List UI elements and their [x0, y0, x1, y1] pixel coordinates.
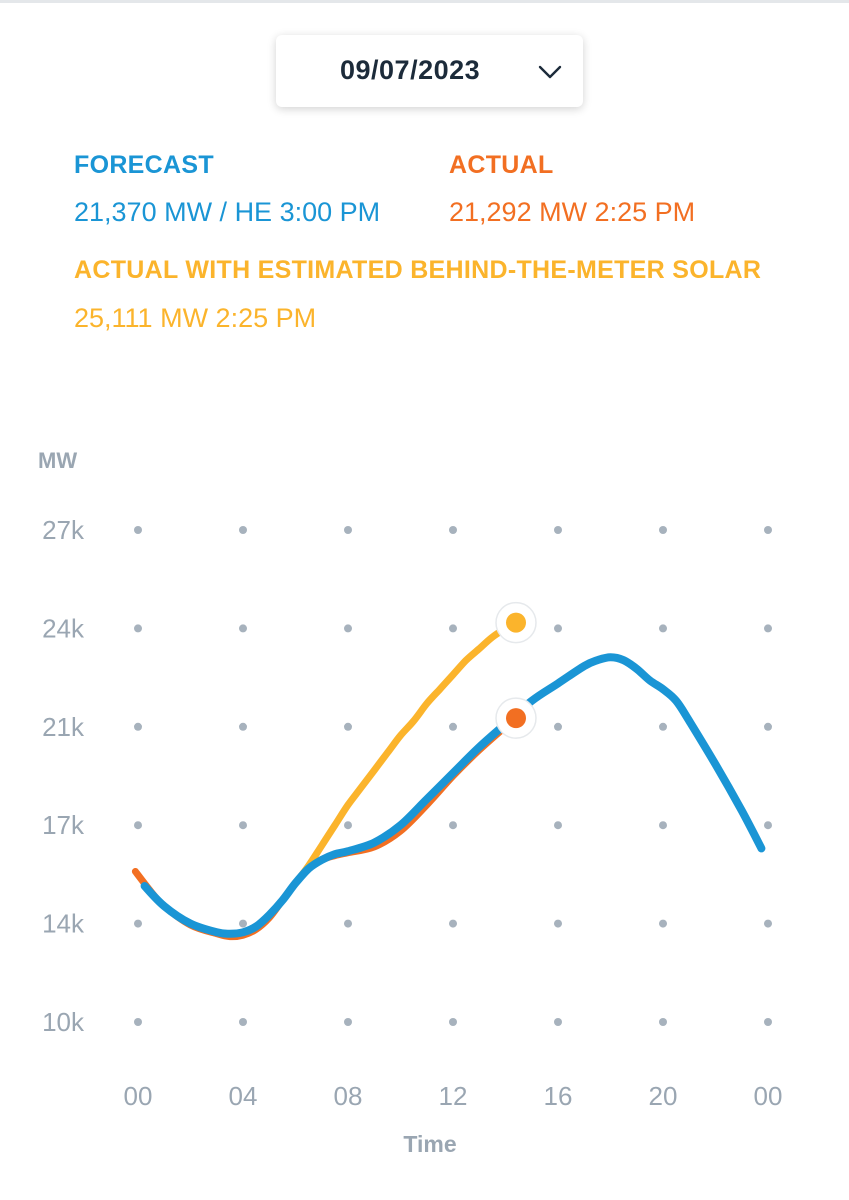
grid-dot	[554, 919, 562, 928]
actual-legend-value: 21,292 MW 2:25 PM	[449, 197, 696, 227]
grid-dot	[239, 624, 247, 633]
grid-dot	[449, 1018, 457, 1026]
grid-dot	[659, 1018, 667, 1026]
grid-dot	[344, 821, 352, 830]
y-tick-label: 21k	[42, 712, 85, 742]
grid-dot	[764, 624, 772, 633]
grid-dot	[449, 919, 457, 928]
grid-dot	[764, 919, 772, 928]
grid-dot	[764, 526, 772, 534]
grid-dot	[134, 821, 142, 830]
x-tick-label: 00	[754, 1081, 783, 1111]
actual-legend-title: ACTUAL	[449, 151, 554, 179]
grid-dot	[134, 526, 142, 534]
x-tick-label: 16	[544, 1081, 573, 1111]
grid-dot	[344, 722, 352, 731]
grid-dot	[554, 526, 562, 534]
grid-dot	[344, 526, 352, 534]
grid-dot	[764, 821, 772, 830]
chevron-down-icon[interactable]	[538, 65, 562, 79]
grid-dot	[239, 722, 247, 731]
actual-btm-legend-title: ACTUAL WITH ESTIMATED BEHIND-THE-METER S…	[74, 256, 762, 284]
grid-dot	[659, 919, 667, 928]
grid-dot	[449, 624, 457, 633]
grid-dot	[134, 624, 142, 633]
grid-dot	[344, 1018, 352, 1026]
forecast-series-line	[140, 653, 766, 938]
grid-dot	[449, 821, 457, 830]
x-tick-label: 12	[439, 1081, 468, 1111]
y-tick-label: 17k	[42, 810, 85, 840]
grid-dot	[659, 526, 667, 534]
x-tick-label: 04	[229, 1081, 258, 1111]
grid-dot	[554, 722, 562, 731]
x-tick-label: 20	[649, 1081, 678, 1111]
grid-dot	[659, 624, 667, 633]
grid-dot	[764, 1018, 772, 1026]
grid-dot	[134, 1018, 142, 1026]
x-tick-label: 08	[334, 1081, 363, 1111]
actual-btm-marker	[506, 612, 526, 633]
x-axis-label: Time	[403, 1131, 456, 1157]
grid-dot	[554, 821, 562, 830]
grid-dot	[344, 624, 352, 633]
grid-dot	[764, 722, 772, 731]
grid-dot	[134, 722, 142, 731]
y-tick-label: 27k	[42, 515, 85, 545]
grid-dot	[134, 919, 142, 928]
actual-btm-series-line	[278, 619, 520, 904]
y-axis-label: MW	[38, 448, 77, 473]
grid-dot	[554, 624, 562, 633]
forecast-legend-title: FORECAST	[74, 151, 214, 179]
grid-dot	[239, 821, 247, 830]
y-tick-label: 24k	[42, 613, 85, 643]
grid-dot	[554, 1018, 562, 1026]
top-divider	[0, 0, 849, 3]
grid-dot	[449, 722, 457, 731]
actual-btm-legend-value: 25,111 MW 2:25 PM	[74, 303, 317, 333]
date-value: 09/07/2023	[340, 55, 481, 85]
y-tick-label: 14k	[42, 909, 85, 939]
grid-dot	[344, 919, 352, 928]
grid-dot	[239, 1018, 247, 1026]
forecast-legend-value: 21,370 MW / HE 3:00 PM	[74, 197, 381, 227]
x-tick-label: 00	[124, 1081, 153, 1111]
grid-dot	[659, 722, 667, 731]
y-tick-label: 10k	[42, 1007, 85, 1037]
actual-marker	[506, 708, 526, 729]
grid-dot	[239, 526, 247, 534]
date-selector[interactable]: 09/07/2023	[276, 35, 583, 107]
grid-dot	[449, 526, 457, 534]
actual-series-line	[131, 714, 520, 941]
grid-dot	[659, 821, 667, 830]
grid-dot	[239, 919, 247, 928]
